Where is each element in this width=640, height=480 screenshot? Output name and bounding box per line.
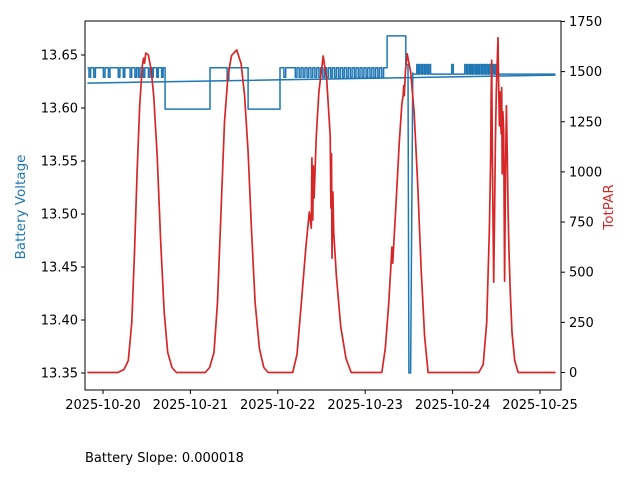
y-left-tick-label: 13.65 (41, 49, 78, 64)
y-right-tick-label: 250 (569, 316, 594, 331)
stats-annotation: Battery Slope: 0.000018 Battery Min: 13.… (85, 416, 357, 480)
y-left-tick-label: 13.35 (41, 367, 78, 382)
series-totpar (87, 36, 556, 374)
y-right-tick-label: 1750 (569, 15, 602, 30)
y-right-tick-label: 750 (569, 216, 594, 231)
y-left-tick-label: 13.40 (41, 314, 78, 329)
y-right-tick-label: 500 (569, 266, 594, 281)
x-tick-label: 2025-10-24 (415, 398, 491, 413)
y-right-tick-label: 1250 (569, 115, 602, 130)
x-tick-label: 2025-10-21 (153, 398, 229, 413)
x-tick-label: 2025-10-22 (240, 398, 316, 413)
y-left-tick-label: 13.50 (41, 208, 78, 223)
plot-border (84, 20, 562, 391)
y-left-axis-label: Battery Voltage (13, 155, 29, 260)
battery-slope-text: Battery Slope: 0.000018 (85, 451, 244, 466)
plot-area: 13.35 13.40 13.45 13.50 13.55 13.60 13.65 0 250 5… (41, 15, 602, 413)
y-right-tick-label: 1000 (569, 165, 602, 180)
series-battery_voltage (87, 35, 556, 374)
y-right-tick-label: 1500 (569, 65, 602, 80)
y-left-tick-label: 13.45 (41, 261, 78, 276)
x-tick-label: 2025-10-25 (502, 398, 578, 413)
y-right-axis-label: TotPAR (601, 184, 617, 230)
y-left-tick-label: 13.60 (41, 102, 78, 117)
series-battery_trend (87, 74, 556, 84)
y-left-tick-label: 13.55 (41, 155, 78, 170)
x-tick-label: 2025-10-20 (65, 398, 141, 413)
y-right-tick-label: 0 (569, 366, 577, 381)
x-tick-label: 2025-10-23 (327, 398, 403, 413)
